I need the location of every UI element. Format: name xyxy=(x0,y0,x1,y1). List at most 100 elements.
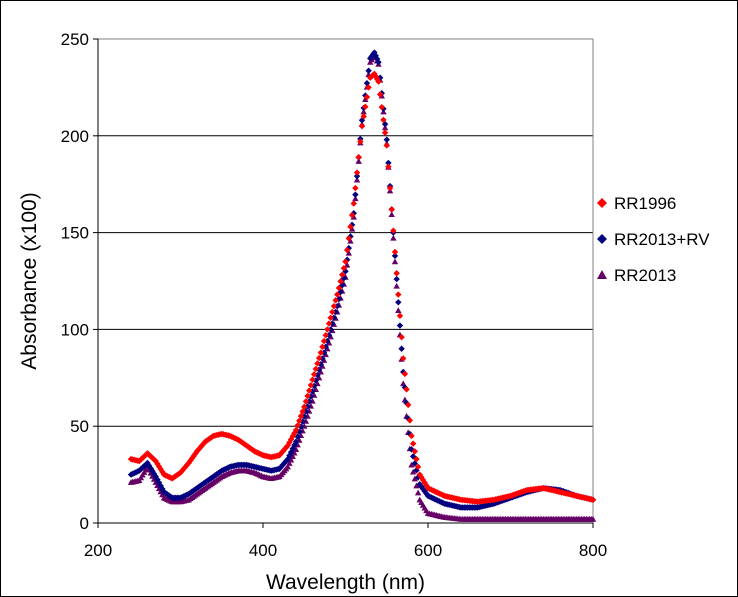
data-point xyxy=(396,312,404,320)
x-tick-label: 800 xyxy=(579,541,607,560)
data-point xyxy=(322,343,329,351)
data-point xyxy=(395,307,402,313)
data-point xyxy=(309,376,316,383)
data-point xyxy=(383,142,390,149)
data-point xyxy=(345,249,352,256)
data-point xyxy=(362,96,369,102)
data-point xyxy=(414,489,422,496)
data-point xyxy=(362,103,369,110)
data-point xyxy=(315,354,323,362)
data-point xyxy=(289,453,296,459)
data-point xyxy=(391,258,399,265)
legend: RR1996 RR2013+RV RR2013 xyxy=(597,194,710,285)
legend-label: RR1996 xyxy=(614,194,676,213)
data-point xyxy=(335,284,343,292)
x-tick-label: 400 xyxy=(249,541,277,560)
data-point xyxy=(413,482,420,489)
x-tick-label: 600 xyxy=(414,541,442,560)
axes xyxy=(93,38,594,528)
data-point xyxy=(315,374,323,381)
series-rr1996 xyxy=(127,70,597,505)
data-point xyxy=(395,291,402,298)
data-point xyxy=(325,332,333,339)
data-point xyxy=(393,282,400,289)
y-tick-label: 150 xyxy=(61,224,89,243)
y-tick-label: 250 xyxy=(61,30,89,49)
data-point xyxy=(284,463,291,470)
data-point xyxy=(386,184,394,192)
data-point xyxy=(307,381,315,389)
data-point xyxy=(317,368,324,375)
plot-area-border xyxy=(97,38,594,524)
data-point xyxy=(363,93,371,101)
data-point xyxy=(330,314,338,321)
data-point xyxy=(393,270,400,277)
data-point xyxy=(292,438,300,445)
data-point xyxy=(390,227,397,234)
data-point xyxy=(385,159,392,167)
data-point xyxy=(347,237,354,244)
data-point xyxy=(391,252,399,260)
data-point xyxy=(398,333,405,341)
data-point xyxy=(291,449,298,456)
data-point xyxy=(353,172,361,180)
data-point xyxy=(332,297,339,304)
data-point xyxy=(324,337,331,345)
data-point xyxy=(301,403,308,411)
data-point xyxy=(352,191,359,198)
data-point xyxy=(320,349,328,356)
data-point xyxy=(330,302,338,310)
data-point xyxy=(312,365,319,373)
data-point xyxy=(177,469,184,476)
data-point xyxy=(353,169,361,176)
data-point xyxy=(365,67,372,74)
data-point xyxy=(327,314,334,321)
data-point xyxy=(322,332,329,339)
data-point xyxy=(409,468,417,475)
data-point xyxy=(329,320,336,327)
series-rr2013-rv xyxy=(127,49,597,511)
data-point xyxy=(185,459,192,467)
data-point xyxy=(314,360,321,367)
x-tick-label: 200 xyxy=(84,541,112,560)
data-point xyxy=(340,265,348,272)
data-point xyxy=(400,355,407,362)
legend-marker xyxy=(597,234,607,244)
data-point xyxy=(357,138,364,145)
data-point xyxy=(406,417,414,424)
data-point xyxy=(352,195,359,202)
data-point xyxy=(286,460,293,466)
data-point xyxy=(388,211,395,217)
legend-label: RR2013 xyxy=(614,266,676,285)
data-point xyxy=(334,302,341,310)
data-point xyxy=(589,515,597,522)
data-point xyxy=(409,440,417,447)
data-point xyxy=(414,463,422,471)
data-point xyxy=(395,299,402,306)
data-point xyxy=(360,113,367,120)
data-point xyxy=(353,176,361,183)
legend-marker xyxy=(597,198,607,208)
data-point xyxy=(372,52,379,59)
data-point xyxy=(350,200,357,207)
y-tick-label: 50 xyxy=(70,417,89,436)
data-point xyxy=(401,370,409,378)
data-point xyxy=(408,432,415,440)
data-point xyxy=(310,371,318,378)
data-point xyxy=(393,275,400,283)
data-point xyxy=(332,308,339,316)
data-point xyxy=(306,387,313,394)
tick-labels: 0 50 100 150 200 250 200 400 600 800 xyxy=(61,30,608,560)
data-point xyxy=(355,158,362,164)
data-point xyxy=(390,234,397,241)
y-tick-label: 0 xyxy=(80,514,89,533)
data-point xyxy=(373,75,381,83)
data-point xyxy=(398,345,405,352)
data-point xyxy=(329,308,336,316)
data-point xyxy=(360,108,367,115)
data-point xyxy=(343,261,351,268)
data-point xyxy=(324,326,331,333)
data-point xyxy=(317,349,324,356)
